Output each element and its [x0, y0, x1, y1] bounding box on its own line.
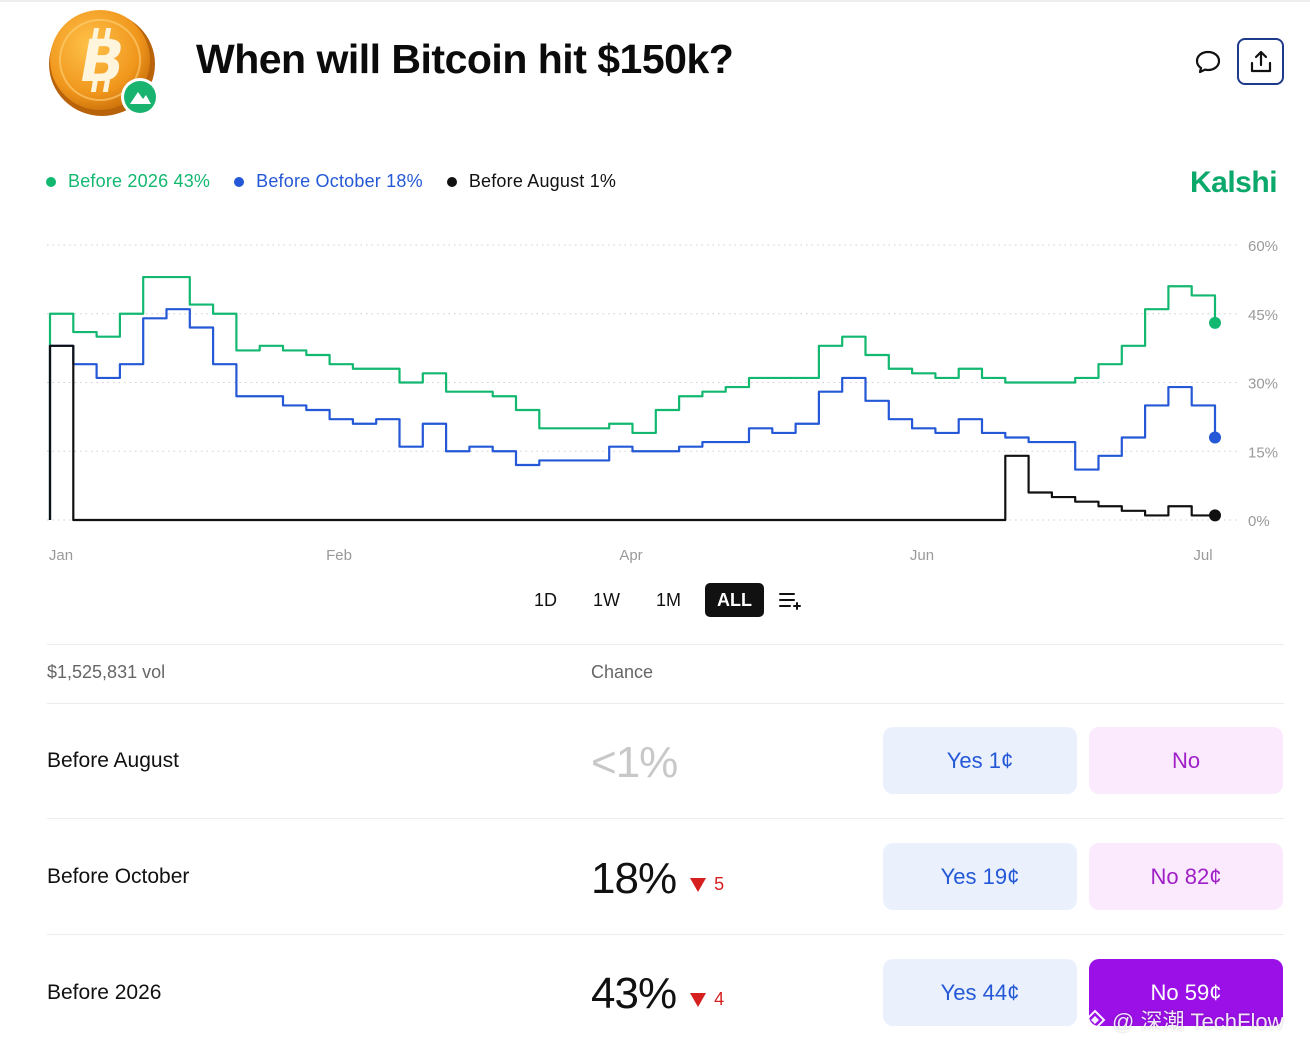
- series-line-before-2026: [48, 275, 1217, 520]
- y-tick-label: 30%: [1248, 376, 1278, 393]
- legend-label: Before 2026 43%: [68, 171, 211, 191]
- yes-button-before-august[interactable]: Yes 1¢: [883, 727, 1077, 794]
- x-tick-label: Apr: [619, 547, 642, 564]
- chance-value: 18%: [591, 854, 677, 903]
- market-label-before-2026: Before 2026: [47, 981, 162, 1004]
- no-button-before-august[interactable]: No: [1089, 727, 1283, 794]
- yes-button-before-october[interactable]: Yes 19¢: [883, 843, 1077, 910]
- bitcoin-logo: B: [48, 6, 160, 118]
- x-tick-label: Jul: [1193, 547, 1212, 564]
- price-chart[interactable]: 60% 45% 30% 15% 0% Jan Feb Apr Jun Jul: [0, 225, 1310, 575]
- diamond-logo-icon: [1084, 1009, 1106, 1031]
- chance-value: 43%: [591, 969, 677, 1018]
- top-divider: [0, 0, 1310, 2]
- divider: [47, 703, 1284, 704]
- chance-cell: <1%: [591, 738, 678, 787]
- legend-label: Before August 1%: [468, 171, 617, 191]
- yes-button-before-2026[interactable]: Yes 44¢: [883, 959, 1077, 1026]
- legend-dot: [234, 176, 245, 187]
- series-end-point: [1209, 509, 1221, 522]
- comment-bubble-icon: [1195, 50, 1221, 74]
- list-add-button[interactable]: [776, 583, 806, 617]
- chance-value: <1%: [591, 738, 678, 787]
- legend-item-before-august[interactable]: Before August 1%: [446, 171, 617, 192]
- series-end-point: [1209, 316, 1221, 329]
- volume-label: $1,525,831 vol: [47, 662, 166, 682]
- list-add-icon: [779, 593, 802, 610]
- legend-item-before-2026[interactable]: Before 2026 43%: [46, 171, 210, 192]
- market-label-before-august: Before August: [47, 749, 179, 772]
- y-tick-label: 60%: [1248, 238, 1278, 255]
- legend-label: Before October 18%: [256, 171, 423, 191]
- share-button[interactable]: [1237, 38, 1284, 85]
- divider: [47, 818, 1284, 819]
- delta-value: 5: [714, 874, 725, 894]
- comment-button[interactable]: [1192, 46, 1224, 78]
- down-triangle-icon: [690, 877, 707, 892]
- watermark: @ 深潮 TechFlow: [1084, 1004, 1283, 1036]
- chance-delta: 4: [690, 989, 724, 1010]
- range-tab-all[interactable]: ALL: [705, 583, 765, 617]
- series-line-before-august: [48, 344, 1215, 522]
- range-tab-1m[interactable]: 1M: [656, 589, 682, 610]
- range-tab-1d[interactable]: 1D: [534, 589, 558, 610]
- share-upload-icon: [1250, 50, 1271, 72]
- range-tab-1w[interactable]: 1W: [593, 589, 621, 610]
- chance-delta: 5: [690, 874, 724, 895]
- x-tick-label: Jun: [910, 547, 934, 564]
- legend-item-before-october[interactable]: Before October 18%: [234, 171, 423, 192]
- series-line-before-october: [48, 308, 1217, 520]
- no-button-before-october[interactable]: No 82¢: [1089, 843, 1283, 910]
- time-range-selector: 1D 1W 1M ALL: [522, 583, 806, 617]
- chance-cell: 18% 5: [591, 857, 724, 901]
- page-title: When will Bitcoin hit $150k?: [196, 36, 734, 82]
- chance-cell: 43% 4: [591, 972, 724, 1016]
- mountain-badge-icon: [121, 78, 159, 116]
- bitcoin-coin-icon: B: [49, 10, 159, 116]
- no-button-before-2026[interactable]: No 59¢: [1089, 959, 1283, 1026]
- divider: [47, 934, 1284, 935]
- delta-value: 4: [714, 989, 725, 1009]
- divider: [47, 644, 1284, 645]
- y-tick-label: 0%: [1248, 513, 1270, 530]
- market-label-before-october: Before October: [47, 865, 190, 888]
- legend-dot: [446, 176, 457, 187]
- x-tick-label: Feb: [326, 547, 352, 564]
- down-triangle-icon: [690, 992, 707, 1007]
- y-tick-label: 45%: [1248, 307, 1278, 324]
- watermark-text: @ 深潮 TechFlow: [1112, 1009, 1284, 1034]
- legend-dot: [46, 176, 56, 187]
- chart-legend: Before 2026 43% Before October 18% Befor…: [46, 171, 640, 192]
- y-tick-label: 15%: [1248, 444, 1278, 461]
- series-end-point: [1209, 431, 1221, 444]
- x-tick-label: Jan: [49, 547, 73, 564]
- kalshi-logo: Kalshi: [1190, 166, 1278, 199]
- chance-header: Chance: [591, 662, 654, 682]
